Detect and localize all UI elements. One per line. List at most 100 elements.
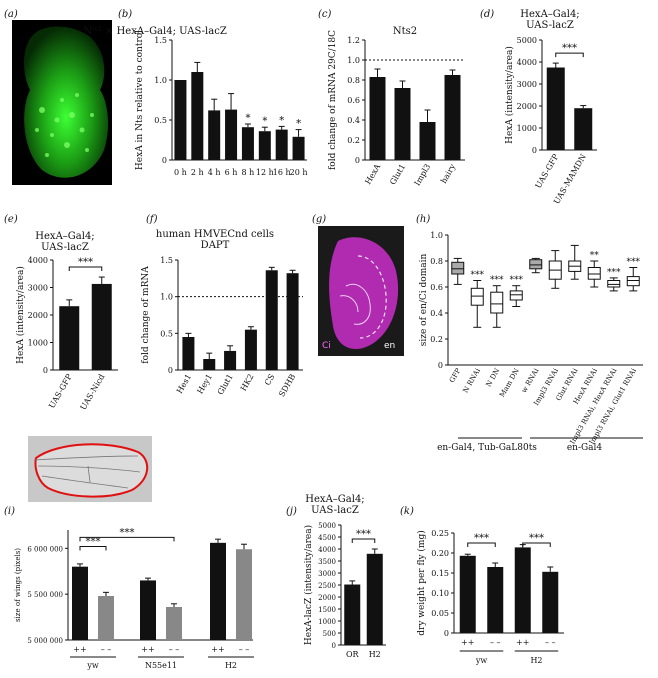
y-tick-label: 0 [168, 366, 173, 375]
category-label: CS [263, 373, 277, 388]
bar [210, 542, 226, 640]
chart-k: 0 0.05 0.10 0.15 0.20 0.25 dry weight per fly … [416, 529, 564, 665]
bar [369, 77, 386, 160]
category-label: OR [346, 650, 360, 659]
panel-a-label: (a) [4, 9, 18, 20]
chart-title: Nts2 [393, 26, 417, 37]
significance-mark: * [262, 116, 267, 127]
category-label: 2 h [191, 168, 204, 177]
group-label: H2 [530, 656, 542, 665]
bar [244, 329, 257, 370]
category-label: N RNAi [462, 366, 483, 394]
chart-title: human HMVECnd cells [156, 229, 274, 240]
group-label: en-Gal4 [567, 443, 603, 453]
y-tick-label: 0 [444, 629, 449, 638]
significance-bracket [351, 538, 376, 543]
significance-mark: * [279, 115, 284, 126]
bar [98, 596, 114, 640]
panel-g-micrograph [318, 226, 404, 356]
group-label: yw [475, 656, 488, 665]
panel-h-label: (h) [416, 214, 431, 225]
chart-c: 0 0.2 0.4 0.6 0.8 1.0 1.2 fold change of mRNA 2… [328, 26, 465, 187]
y-tick-label: 0.15 [431, 569, 449, 578]
y-tick-label: 5000 [318, 522, 336, 530]
y-tick-label: 3500 [318, 558, 336, 566]
y-tick-label: 1.5 [160, 256, 173, 265]
bar [140, 580, 156, 640]
bar [182, 337, 195, 370]
category-label: Hey1 [196, 373, 214, 396]
y-tick-label: 3000 [28, 284, 48, 293]
category-label: H2 [369, 650, 381, 659]
category-label: ++ [211, 645, 224, 654]
category-label: hairy [439, 162, 457, 185]
significance-mark: ** [590, 251, 600, 261]
box [587, 267, 601, 280]
bar [459, 555, 476, 633]
y-tick-label: 0 [355, 156, 360, 165]
y-tick-label: 2000 [28, 311, 48, 320]
category-label: 4 h [208, 168, 221, 177]
y-tick-label: 2000 [318, 594, 336, 602]
y-tick-label: 6 000 000 [27, 545, 63, 553]
category-label: 20 h [290, 168, 308, 177]
significance-mark: *** [627, 258, 641, 268]
y-tick-label: 0.4 [347, 116, 360, 125]
significance-label: *** [474, 533, 489, 544]
significance-mark: * [296, 119, 301, 130]
category-label: SDHB [277, 372, 297, 398]
chart-title: UAS-lacZ [526, 20, 574, 31]
y-axis-label: fold change of mRNA [141, 266, 151, 364]
bar [514, 547, 531, 633]
category-label: HexA [363, 162, 382, 186]
y-axis-label: HexA in Nts relative to control [135, 30, 145, 170]
bar [394, 88, 411, 160]
panel-b-label: (b) [118, 9, 133, 20]
significance-bracket [555, 52, 584, 58]
chart-title: UAS-lacZ [311, 505, 359, 516]
category-label: ++ [141, 645, 154, 654]
panel-g-ci-label: Ci [322, 341, 331, 351]
box [490, 291, 504, 314]
y-tick-label: 500 [323, 630, 336, 638]
bar [59, 306, 80, 370]
y-tick-label: 4500 [318, 534, 336, 542]
significance-bracket [79, 546, 107, 551]
bar [265, 270, 278, 370]
y-axis-label: fold change of mRNA 29C/18C [328, 30, 338, 170]
y-tick-label: 0.8 [430, 257, 443, 266]
y-tick-label: 0.2 [430, 335, 443, 344]
category-label: 8 h [242, 168, 255, 177]
y-tick-label: 0.5 [160, 329, 173, 338]
y-tick-label: 4000 [517, 58, 537, 67]
panel-d-label: (d) [480, 9, 495, 20]
y-tick-label: 1.0 [160, 293, 173, 302]
y-tick-label: 1.2 [347, 36, 360, 45]
y-tick-label: 0.20 [431, 549, 449, 558]
y-tick-label: 0.25 [431, 529, 449, 538]
y-tick-label: 3000 [318, 570, 336, 578]
panel-c-label: (c) [318, 9, 332, 20]
bar [574, 108, 593, 150]
category-label: 0 h [174, 168, 187, 177]
category-label: Glut1 [388, 163, 407, 187]
box [509, 290, 523, 301]
panel-f-label: (f) [146, 214, 158, 225]
chart-h: 0 0.2 0.4 0.6 0.8 1.0 size of en/Ci domain GFP *… [419, 231, 643, 453]
significance-mark: *** [607, 268, 621, 278]
significance-bracket [522, 542, 551, 547]
box [451, 261, 465, 275]
bar [419, 122, 436, 160]
panel-i-label: (i) [4, 506, 16, 517]
significance-label: *** [529, 533, 544, 544]
category-label: w RNAi [520, 366, 541, 394]
y-axis-label: HexA (intensity/area) [504, 46, 515, 144]
group-label: yw [86, 661, 99, 670]
category-label: – – [169, 645, 180, 654]
chart-f: 0 0.5 1.0 1.5 fold change of mRNA human HMVEC… [141, 229, 303, 398]
y-tick-label: 2500 [318, 582, 336, 590]
bar [91, 283, 112, 370]
y-tick-label: 1.0 [347, 56, 360, 65]
panel-g-label: (g) [312, 214, 327, 225]
